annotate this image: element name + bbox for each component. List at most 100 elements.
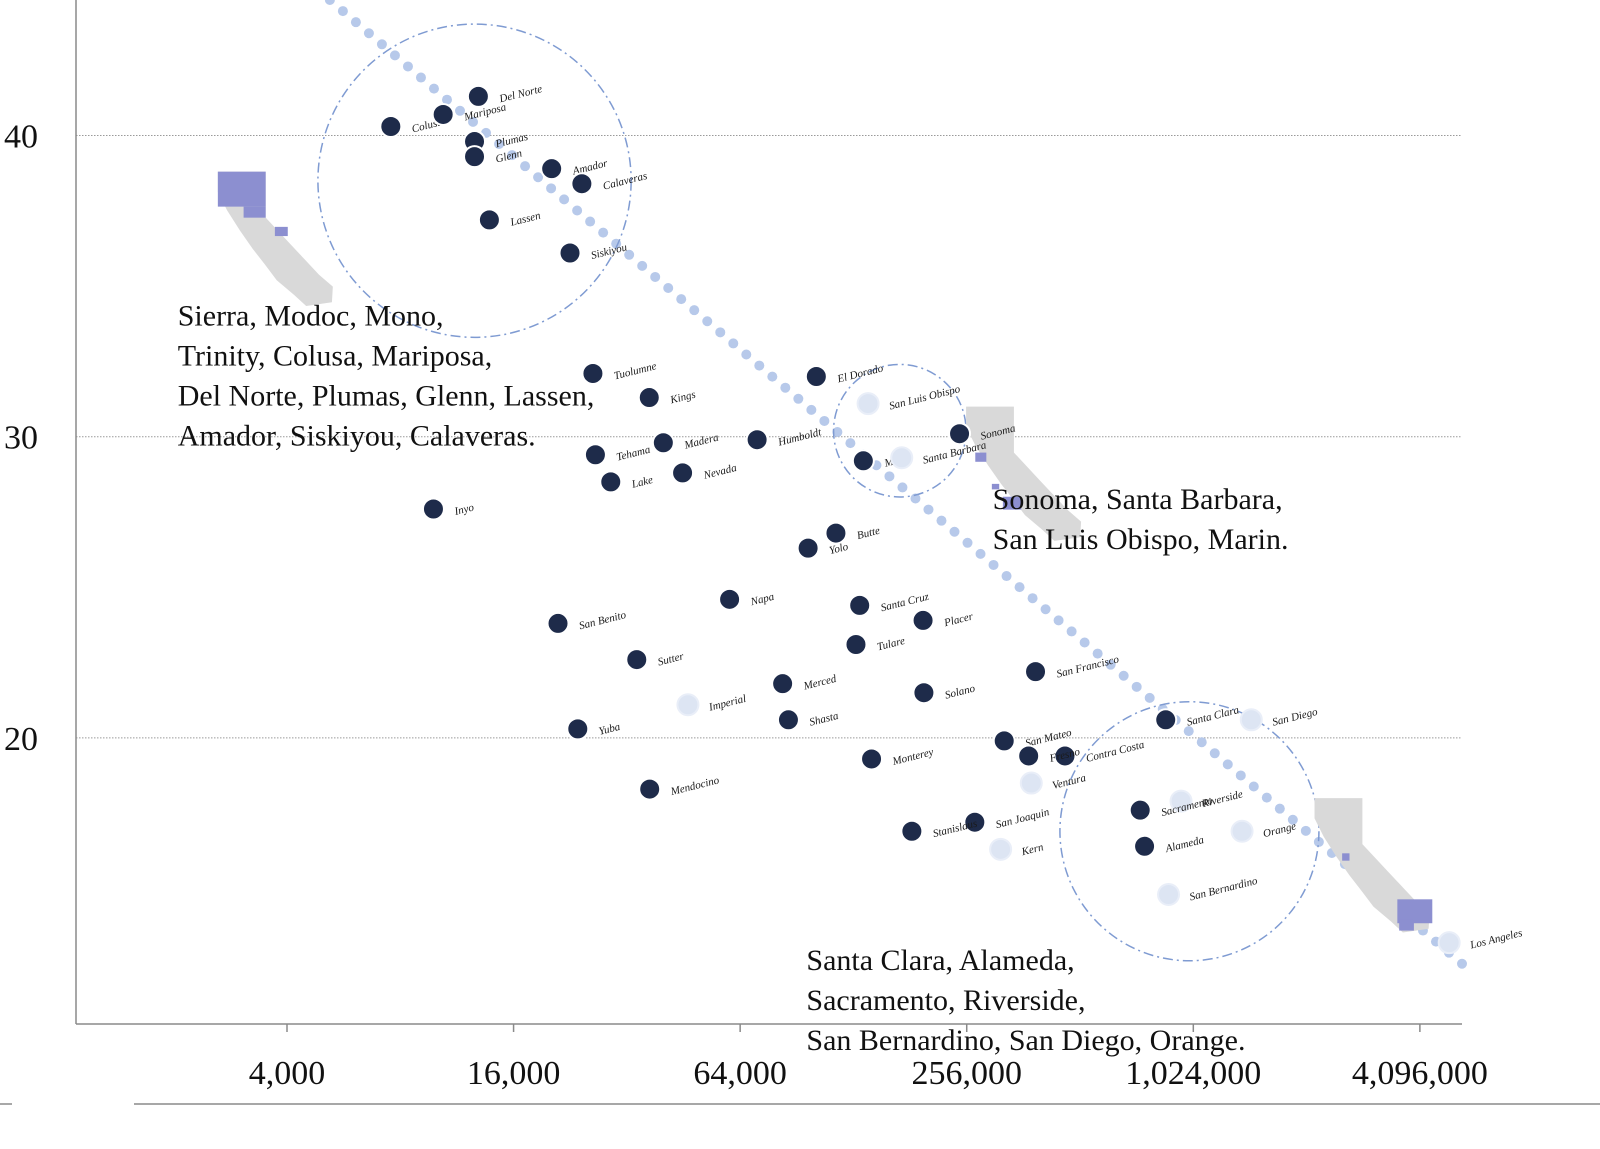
annotation-line: Sacramento, Riverside, <box>806 984 1085 1017</box>
data-point <box>1133 834 1157 858</box>
trend-dot <box>689 305 700 316</box>
data-point <box>1053 744 1077 768</box>
trend-dot <box>819 415 830 426</box>
data-point <box>558 241 582 265</box>
annotation-line: Santa Clara, Alameda, <box>806 944 1074 977</box>
trend-dot <box>1053 615 1064 626</box>
data-point <box>1437 931 1461 955</box>
x-tick-label: 4,000 <box>249 1055 326 1092</box>
trend-dot <box>1040 604 1051 615</box>
data-point <box>963 810 987 834</box>
trend-dot <box>962 537 973 548</box>
data-point <box>1017 744 1041 768</box>
trend-dot <box>663 283 674 294</box>
trend-dot <box>806 404 817 415</box>
highlight-circle-1 <box>317 23 632 339</box>
data-label: San Bernardino <box>1188 875 1259 904</box>
annotation-line: San Bernardino, San Diego, Orange. <box>806 1024 1245 1057</box>
data-point <box>796 536 820 560</box>
annotation-line: Amador, Siskiyou, Calaveras. <box>178 419 536 452</box>
data-label: Monterey <box>890 746 934 768</box>
data-label: Merced <box>801 673 838 693</box>
trend-dot <box>337 6 348 17</box>
data-label: Siskiyou <box>590 241 629 262</box>
data-point <box>776 708 800 732</box>
data-point <box>911 608 935 632</box>
state-outline <box>966 406 1082 541</box>
data-point <box>1154 708 1178 732</box>
trend-dot <box>832 427 843 438</box>
trend-dot <box>572 205 583 216</box>
data-label: Lake <box>630 474 655 491</box>
data-label: San Diego <box>1271 706 1319 729</box>
trend-dot <box>1274 803 1285 814</box>
data-point <box>992 729 1016 753</box>
trend-dot <box>402 61 413 72</box>
trend-dot <box>975 548 986 559</box>
trend-dot <box>520 161 531 172</box>
trend-dot <box>923 504 934 515</box>
highlighted-counties <box>217 171 266 207</box>
data-label: Tulare <box>876 635 906 654</box>
data-label: Tehama <box>615 444 652 464</box>
trend-dot <box>1092 648 1103 659</box>
trend-dot <box>546 183 557 194</box>
x-tick-label: 1,024,000 <box>1125 1055 1261 1092</box>
data-label: Del Norte <box>497 83 543 105</box>
trend-dot <box>676 294 687 305</box>
trend-dot <box>780 382 791 393</box>
annotation-text-1: Sierra, Modoc, Mono, Trinity, Colusa, Mar… <box>178 299 595 452</box>
data-label: Kern <box>1019 841 1045 858</box>
data-label: Solano <box>944 682 977 701</box>
annotation-line: Sierra, Modoc, Mono, <box>178 299 444 332</box>
trend-dot <box>1131 681 1142 692</box>
data-point <box>804 364 828 388</box>
trend-dot <box>468 116 479 127</box>
data-point <box>851 449 875 473</box>
data-point <box>890 446 914 470</box>
trend-dot <box>1183 726 1194 737</box>
trend-dot <box>793 393 804 404</box>
trend-dot <box>441 94 452 105</box>
trend-dot <box>598 227 609 238</box>
data-point <box>844 633 868 657</box>
data-point <box>745 428 769 452</box>
trend-dot <box>728 338 739 349</box>
data-point <box>989 837 1013 861</box>
data-label: El Dorado <box>835 362 885 385</box>
data-point <box>912 681 936 705</box>
trend-dot <box>754 360 765 371</box>
annotation-line: Trinity, Colusa, Mariposa, <box>178 339 492 372</box>
trend-dot <box>1248 781 1259 792</box>
trend-dot <box>1144 692 1155 703</box>
inset-maps <box>217 171 1433 933</box>
highlighted-counties <box>1399 919 1414 931</box>
data-point <box>848 593 872 617</box>
annotation-text-2: Sonoma, Santa Barbara, San Luis Obispo, M… <box>993 483 1289 556</box>
highlighted-counties <box>1397 899 1433 924</box>
data-label: Alameda <box>1163 834 1205 855</box>
state-outline <box>1314 798 1430 933</box>
data-point <box>421 497 445 521</box>
trend-dot <box>1105 659 1116 670</box>
data-label: San Luis Obispo <box>888 383 962 412</box>
data-label: Shasta <box>808 710 840 729</box>
trend-dot <box>936 515 947 526</box>
x-tick-label: 16,000 <box>467 1055 561 1092</box>
data-point <box>671 461 695 485</box>
trend-dot <box>1457 958 1467 969</box>
data-point <box>546 611 570 635</box>
california-map-mid-counties-icon <box>966 406 1082 541</box>
data-label: Calaveras <box>602 170 649 193</box>
trend-dot <box>702 316 713 327</box>
data-point <box>581 361 605 385</box>
data-label: San Joaquin <box>995 806 1051 831</box>
y-tick-label: 40 <box>4 119 38 156</box>
trend-dot <box>1118 670 1129 681</box>
trend-dot <box>376 39 387 50</box>
data-label: Sutter <box>657 650 686 668</box>
trend-dot <box>1079 637 1090 648</box>
highlight-circle-3 <box>1059 700 1320 962</box>
highlighted-counties <box>1002 496 1022 510</box>
data-point <box>718 587 742 611</box>
